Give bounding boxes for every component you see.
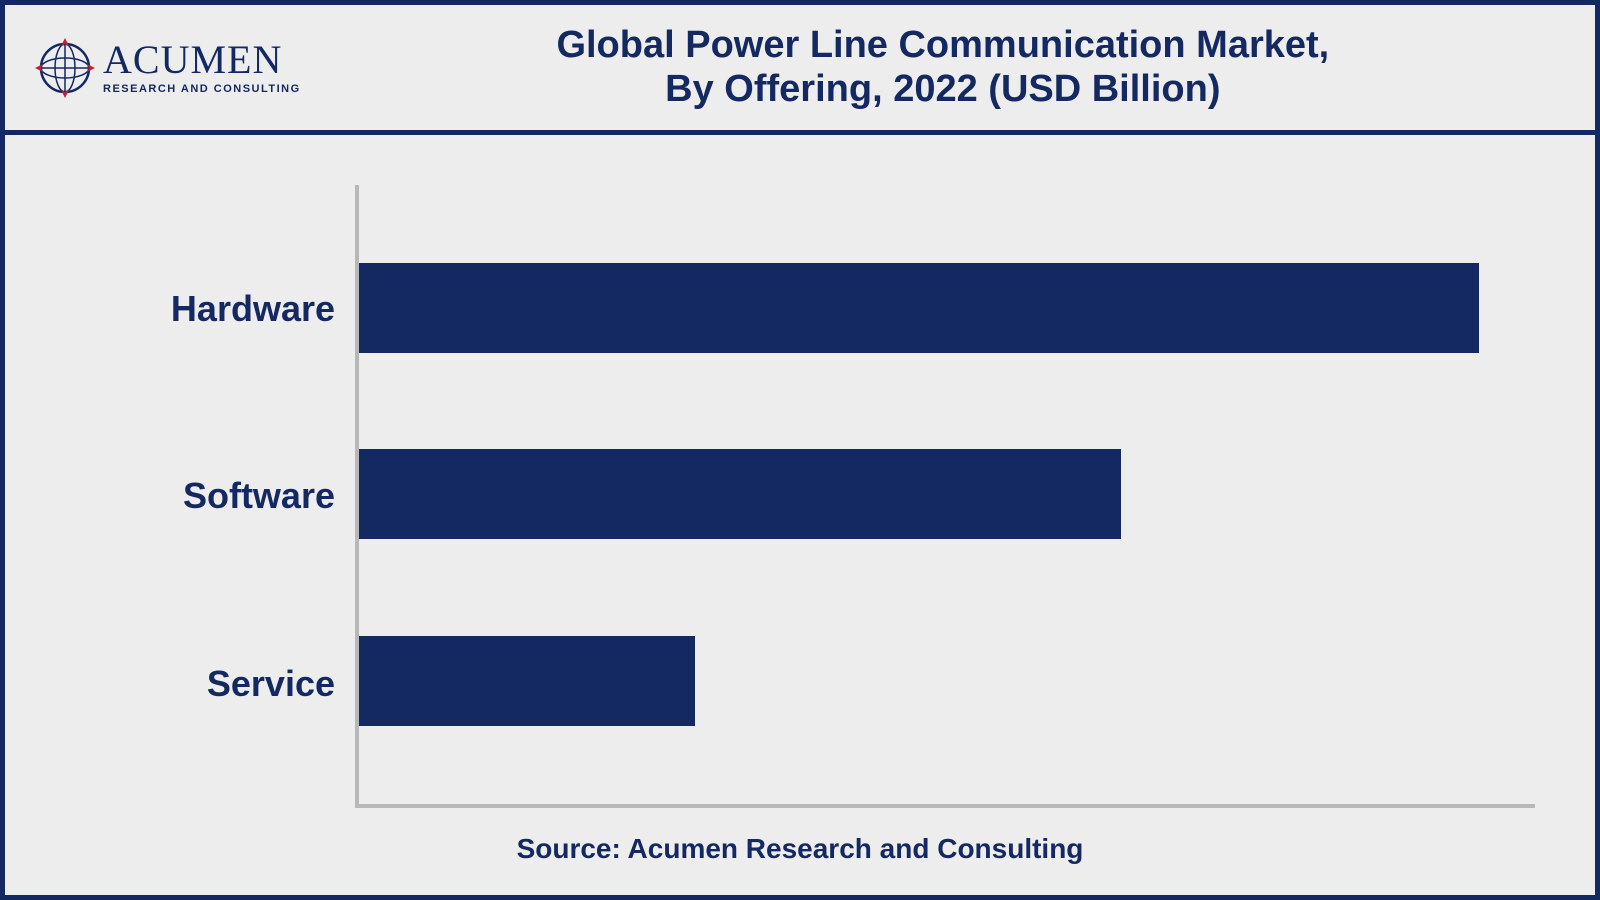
bar-service bbox=[359, 636, 695, 726]
chart-container: ACUMEN RESEARCH AND CONSULTING Global Po… bbox=[0, 0, 1600, 900]
y-axis-labels: Hardware Software Service bbox=[65, 185, 355, 808]
bars-container bbox=[355, 185, 1535, 808]
category-label: Hardware bbox=[171, 288, 335, 330]
plot: Hardware Software Service bbox=[65, 185, 1535, 808]
category-label: Service bbox=[207, 663, 335, 705]
header: ACUMEN RESEARCH AND CONSULTING Global Po… bbox=[5, 5, 1595, 135]
bar-slot bbox=[359, 263, 1535, 353]
bar-slot bbox=[359, 636, 1535, 726]
logo: ACUMEN RESEARCH AND CONSULTING bbox=[35, 38, 301, 98]
category-label: Software bbox=[183, 475, 335, 517]
chart-title: Global Power Line Communication Market, … bbox=[321, 24, 1565, 111]
bar-hardware bbox=[359, 263, 1479, 353]
title-line-2: By Offering, 2022 (USD Billion) bbox=[321, 68, 1565, 112]
globe-icon bbox=[35, 38, 95, 98]
bar-software bbox=[359, 449, 1121, 539]
logo-subtitle: RESEARCH AND CONSULTING bbox=[103, 84, 301, 95]
bar-slot bbox=[359, 449, 1535, 539]
logo-text: ACUMEN RESEARCH AND CONSULTING bbox=[103, 40, 301, 95]
source-text: Source: Acumen Research and Consulting bbox=[65, 833, 1535, 865]
title-line-1: Global Power Line Communication Market, bbox=[321, 24, 1565, 68]
chart-area: Hardware Software Service Source: Acumen… bbox=[5, 135, 1595, 895]
logo-brand: ACUMEN bbox=[103, 40, 301, 80]
